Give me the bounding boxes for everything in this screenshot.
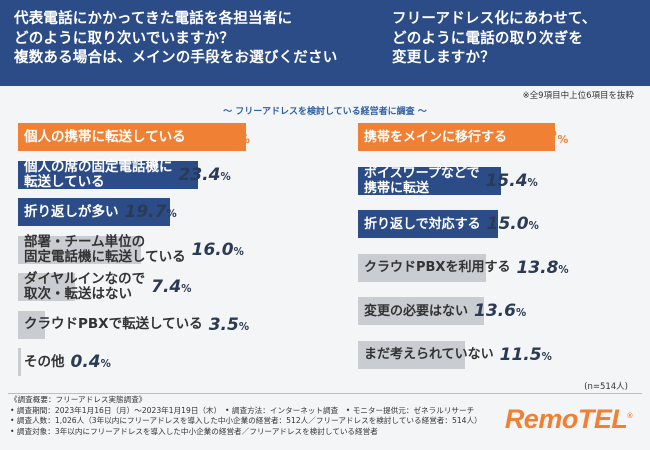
survey-overview-line: • 調査期間：2023年1月16日（月）〜2023年1月19日（木） • 調査方… bbox=[10, 405, 475, 415]
header-banner: 代表電話にかかってきた電話を各担当者に どのように取り次いでいますか？ 複数ある… bbox=[0, 0, 650, 86]
bar-value: 13.8% bbox=[516, 257, 569, 278]
bar-value: 15.4% bbox=[485, 170, 538, 191]
bar-row: 変更の必要はない 13.6% bbox=[358, 294, 526, 328]
bar-value: 29.6% bbox=[191, 126, 250, 148]
bar-label: クラウドPBXで転送している bbox=[24, 316, 203, 332]
bar-label: 部署・チーム単位の 固定電話機に転送している bbox=[24, 233, 186, 265]
survey-overview-line: • 調査人数：1,026人（3年以内にフリーアドレスを導入した中小企業の経営者：… bbox=[10, 416, 482, 425]
bar bbox=[358, 340, 465, 369]
bar bbox=[18, 348, 22, 376]
bar bbox=[358, 210, 498, 238]
bar-label: 個人の携帯に転送している bbox=[24, 128, 186, 145]
bar-value: 16.0% bbox=[191, 239, 244, 260]
bar-value: 0.4% bbox=[70, 352, 111, 372]
survey-overview-title: 《調査概要：フリーアドレス実態調査》 bbox=[10, 395, 147, 404]
bar-label: ダイヤルインなので 取次・転送はない bbox=[24, 271, 146, 302]
registered-mark: ® bbox=[627, 413, 632, 420]
bar-row: 個人の携帯に転送している 29.6% bbox=[18, 120, 250, 154]
bar bbox=[18, 235, 142, 264]
left-bar-chart: 個人の携帯に転送している 29.6% 個人の席の固定電話機に 転送している 23.4% 折… bbox=[18, 120, 328, 380]
bar-value: 23.4% bbox=[178, 164, 231, 185]
bar bbox=[358, 297, 485, 325]
survey-overview-line: • 調査対象：3年以内にフリーアドレスを導入した中小企業の経営者／フリーアドレス… bbox=[10, 426, 378, 436]
footer-divider bbox=[8, 393, 642, 394]
bar-value: 19.7% bbox=[124, 202, 177, 222]
bar-value: 11.5% bbox=[499, 344, 552, 365]
left-question-line: 代表電話にかかってきた電話を各担当者に bbox=[14, 11, 293, 27]
remotel-logo: RemoTEL® bbox=[504, 404, 633, 435]
bar-row: クラウドPBXで転送している 3.5% bbox=[18, 308, 249, 342]
bar-row: 個人の席の固定電話機に 転送している 23.4% bbox=[18, 158, 231, 192]
bar bbox=[18, 310, 45, 339]
bar-value: 3.5% bbox=[208, 314, 250, 335]
bar bbox=[18, 198, 170, 226]
bar-row: 折り返しで対応する 15.0% bbox=[358, 207, 539, 241]
bar-label: その他 bbox=[24, 353, 65, 370]
chart-subtitle: ～ フリーアドレスを検討している経営者に調査 ～ bbox=[223, 107, 427, 117]
bar bbox=[358, 253, 487, 282]
bar-value: 13.6% bbox=[474, 301, 527, 321]
right-question-line: 変更しますか？ bbox=[392, 50, 495, 66]
bar-row: ダイヤルインなので 取次・転送はない 7.4% bbox=[18, 270, 191, 304]
bar-label: ボイスワープなどで 携帯に転送 bbox=[364, 165, 480, 196]
bar-label: 折り返しが多い bbox=[24, 203, 119, 220]
bar-value: 21.2% bbox=[513, 126, 569, 148]
right-question-line: どのように電話の取り次ぎを bbox=[392, 30, 584, 47]
bar-row: まだ考えられていない 11.5% bbox=[358, 338, 552, 372]
left-question-line: どのように取り次いでいますか？ bbox=[14, 30, 235, 47]
bar-row: ボイスワープなどで 携帯に転送 15.4% bbox=[358, 164, 538, 198]
bar-label: 変更の必要はない bbox=[364, 303, 469, 319]
right-question: フリーアドレス化にあわせて、 どのように電話の取り次ぎを 変更しますか？ bbox=[392, 10, 642, 69]
bar-label: 折り返しで対応する bbox=[364, 216, 481, 232]
sample-size-note: (n=514人) bbox=[584, 382, 628, 392]
bar-label: まだ考えられていない bbox=[364, 347, 494, 362]
bar-row: 部署・チーム単位の 固定電話機に転送している 16.0% bbox=[18, 233, 244, 267]
bar-row: 折り返しが多い 19.7% bbox=[18, 195, 177, 229]
bar-value: 7.4% bbox=[151, 277, 192, 297]
bar-label: 個人の席の固定電話機に 転送している bbox=[24, 158, 173, 190]
bar bbox=[358, 166, 502, 195]
bar-value: 15.0% bbox=[486, 214, 539, 234]
excerpt-note: ※全9項目中上位6項目を抜粋 bbox=[522, 91, 634, 101]
left-question: 代表電話にかかってきた電話を各担当者に どのように取り次いでいますか？ 複数ある… bbox=[14, 10, 344, 69]
bar bbox=[18, 273, 75, 301]
bar bbox=[18, 160, 199, 189]
right-question-line: フリーアドレス化にあわせて、 bbox=[392, 11, 597, 27]
bar-row: クラウドPBXを利用する 13.8% bbox=[358, 251, 569, 285]
bar-label: 携帯をメインに移行する bbox=[364, 129, 508, 145]
bar-row: 携帯をメインに移行する 21.2% bbox=[358, 120, 568, 154]
bar-label: クラウドPBXを利用する bbox=[364, 260, 511, 275]
survey-overview: 《調査概要：フリーアドレス実態調査》 • 調査期間：2023年1月16日（月）〜… bbox=[10, 395, 482, 437]
bar bbox=[18, 123, 246, 151]
logo-text: RemoTEL bbox=[504, 404, 628, 434]
left-question-line: 複数ある場合は、メインの手段をお選びください bbox=[14, 50, 338, 66]
bar bbox=[358, 123, 556, 151]
right-bar-chart: 携帯をメインに移行する 21.2% ボイスワープなどで 携帯に転送 15.4% 折り返しで… bbox=[358, 120, 638, 380]
bar-row: その他 0.4% bbox=[18, 345, 111, 379]
